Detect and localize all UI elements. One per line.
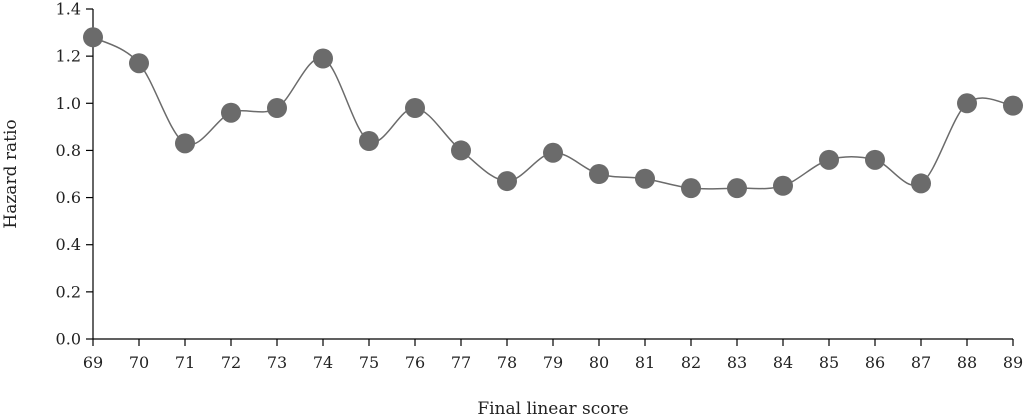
x-tick-label: 74	[313, 353, 333, 372]
data-point-87	[911, 173, 931, 194]
x-tick-label: 71	[175, 353, 195, 372]
y-tick-label: 1.0	[56, 94, 81, 113]
y-axis: 0.0 0.2 0.4 0.6 0.8 1.0 1.2 1.4	[56, 0, 94, 349]
x-tick-label: 72	[221, 353, 241, 372]
data-point-72	[221, 102, 241, 123]
x-tick-label: 82	[681, 353, 701, 372]
data-point-82	[681, 178, 701, 199]
data-point-83	[727, 178, 747, 199]
data-point-73	[267, 98, 287, 118]
y-tick-label: 0.0	[56, 330, 81, 349]
data-point-77	[451, 140, 471, 161]
x-axis-title: Final linear score	[477, 399, 628, 418]
data-point-88	[957, 93, 977, 114]
x-tick-label: 69	[83, 353, 103, 372]
y-tick-label: 0.2	[56, 282, 81, 301]
data-point-75	[359, 131, 379, 151]
data-point-86	[865, 149, 885, 170]
data-point-70	[129, 53, 149, 74]
y-tick-label: 1.4	[56, 0, 81, 19]
y-tick-label: 0.8	[56, 141, 81, 160]
data-point-81	[635, 168, 655, 189]
data-point-69	[83, 27, 103, 48]
x-tick-label: 77	[451, 353, 471, 372]
y-tick-label: 0.4	[56, 235, 81, 254]
series-plot	[83, 27, 1023, 199]
x-tick-label: 80	[589, 353, 609, 372]
x-tick-label: 85	[819, 353, 839, 372]
data-point-74	[313, 48, 333, 69]
data-point-89	[1003, 95, 1023, 116]
data-point-76	[405, 98, 425, 118]
x-tick-label: 88	[957, 353, 977, 372]
x-tick-label: 87	[911, 353, 931, 372]
data-point-79	[543, 142, 563, 163]
x-tick-label: 79	[543, 353, 563, 372]
x-tick-label: 73	[267, 353, 287, 372]
x-tick-label: 81	[635, 353, 655, 372]
x-tick-label: 70	[129, 353, 149, 372]
x-tick-label: 83	[727, 353, 747, 372]
x-tick-label: 76	[405, 353, 425, 372]
data-point-80	[589, 164, 609, 184]
x-axis: 69 70 71 72 73 74 75 76 77 78 79 80 81 82 83 84 85 86 87 88…	[83, 338, 1023, 372]
x-tick-label: 86	[865, 353, 885, 372]
x-tick-label: 78	[497, 353, 517, 372]
data-point-71	[175, 133, 195, 154]
y-tick-label: 1.2	[56, 47, 81, 66]
data-point-78	[497, 171, 517, 192]
data-point-84	[773, 175, 793, 196]
x-tick-label: 84	[773, 353, 793, 372]
x-tick-label: 75	[359, 353, 379, 372]
y-axis-title: Hazard ratio	[1, 119, 21, 228]
x-tick-label: 89	[1003, 353, 1023, 372]
y-tick-label: 0.6	[56, 188, 81, 207]
data-point-85	[819, 149, 839, 170]
